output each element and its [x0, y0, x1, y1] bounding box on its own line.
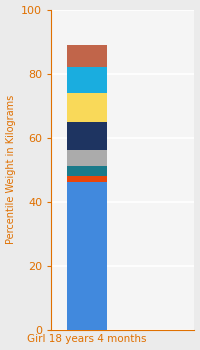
Bar: [67, 67, 107, 93]
Bar: [67, 150, 107, 166]
Bar: [67, 166, 107, 176]
Bar: [67, 45, 107, 67]
Y-axis label: Percentile Weight in Kilograms: Percentile Weight in Kilograms: [6, 95, 16, 244]
Bar: [67, 182, 107, 330]
Bar: [67, 121, 107, 150]
Bar: [67, 93, 107, 121]
Bar: [67, 176, 107, 182]
